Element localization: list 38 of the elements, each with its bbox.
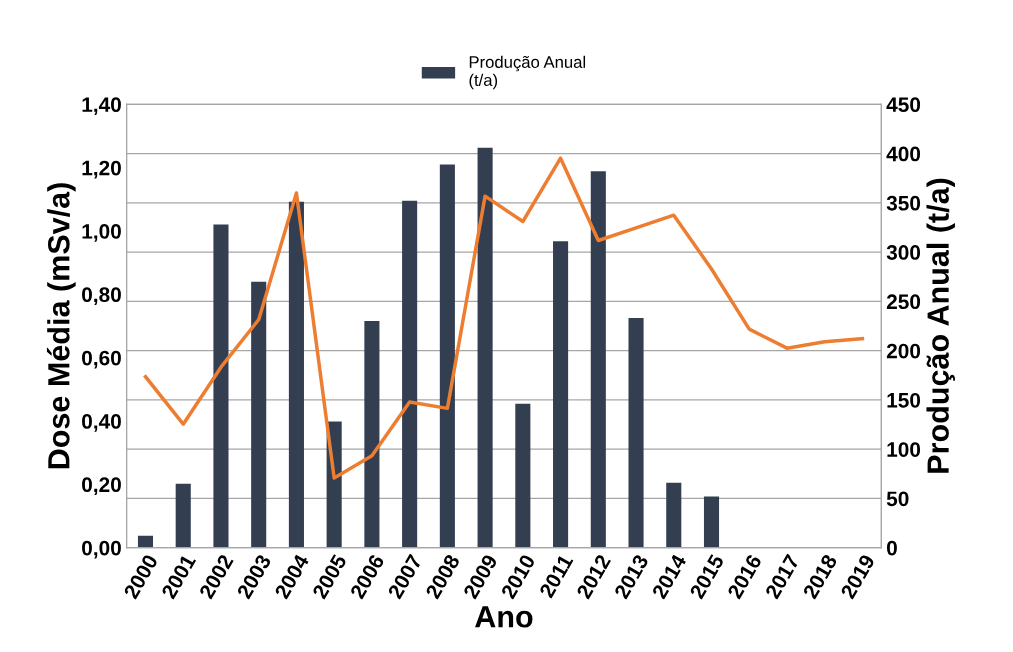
- y2-tick-label: 250: [886, 294, 921, 310]
- bar: [553, 241, 569, 548]
- bar: [703, 496, 720, 548]
- bar: [251, 281, 267, 548]
- y2-axis-title: Produção Anual (t/a): [926, 178, 955, 473]
- bar: [213, 224, 229, 548]
- bar: [137, 535, 154, 548]
- line-series: [143, 156, 865, 480]
- y-axis-title: Dose Média (mSv/a): [46, 183, 76, 469]
- y2-tick-label: 50: [886, 491, 909, 507]
- bar: [477, 147, 493, 548]
- bar: [364, 321, 380, 548]
- x-axis-title: Ano: [475, 606, 533, 628]
- y2-tick-label: 450: [886, 97, 921, 113]
- y-tick-label: 0,00: [82, 540, 121, 559]
- bar: [288, 201, 304, 548]
- y2-tick-label: 300: [886, 245, 921, 260]
- y-tick-label: 1,00: [82, 224, 121, 242]
- y-tick-label: 0,60: [82, 350, 121, 369]
- y2-tick-label: 350: [886, 195, 921, 211]
- bar: [628, 318, 644, 548]
- bar: [666, 482, 682, 548]
- y-tick-label: 0,80: [82, 287, 121, 306]
- legend-label: Produção Anual (t/a): [469, 55, 586, 90]
- y-tick-label: 0,20: [82, 477, 121, 496]
- bar: [439, 164, 455, 548]
- bar: [515, 403, 531, 548]
- y-tick-label: 1,40: [82, 97, 121, 116]
- bar: [402, 200, 418, 548]
- y-tick-label: 1,20: [82, 160, 121, 179]
- bar: [590, 171, 606, 548]
- y2-tick-label: 200: [886, 343, 921, 359]
- y2-tick-label: 0: [886, 540, 897, 556]
- y-tick-label: 0,40: [82, 414, 121, 432]
- bar: [175, 483, 191, 548]
- y2-tick-label: 400: [886, 146, 921, 162]
- y2-tick-label: 100: [887, 442, 921, 457]
- y2-tick-label: 150: [887, 392, 921, 408]
